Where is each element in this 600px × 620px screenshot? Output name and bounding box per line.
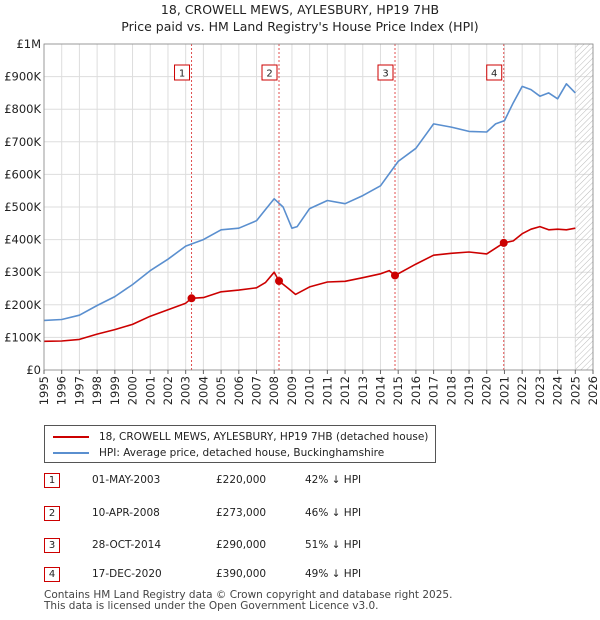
sale-marker-label: 2 <box>266 69 272 80</box>
sale-markers: 1 2 3 4 <box>174 64 508 303</box>
y-tick-label: £700K <box>4 135 41 149</box>
x-tick-label: 2005 <box>214 376 228 405</box>
footer: Contains HM Land Registry data © Crown c… <box>44 590 452 612</box>
sale-point <box>391 271 400 280</box>
sale-marker-label: 1 <box>179 69 185 80</box>
sale-point <box>275 277 284 286</box>
sale-point <box>499 238 508 247</box>
x-tick-label: 2016 <box>409 376 423 405</box>
x-tick-label: 2022 <box>515 376 529 405</box>
sale-date: 28-OCT-2014 <box>92 539 161 551</box>
sale-point <box>187 294 196 303</box>
sale-marker-box <box>377 64 394 81</box>
sale-hpi-diff: 49% ↓ HPI <box>305 568 362 580</box>
x-tick-label: 2021 <box>497 376 511 405</box>
plot-border <box>43 43 594 371</box>
x-tick-label: 2018 <box>444 376 458 405</box>
y-tick-label: £400K <box>4 233 41 247</box>
sale-number: 1 <box>44 473 60 488</box>
y-axis: £0 £100K £200K £300K £400K £500K £600K £700K £80… <box>4 37 41 377</box>
sale-number: 2 <box>44 506 60 521</box>
series <box>44 83 576 343</box>
x-tick-label: 2015 <box>391 376 405 405</box>
y-tick-label: £300K <box>4 265 41 279</box>
x-tick-label: 2003 <box>179 376 193 405</box>
y-tick-label: £0 <box>26 363 41 377</box>
sale-number: 3 <box>44 538 60 553</box>
x-tick-label: 1999 <box>108 376 122 405</box>
y-tick-label: £900K <box>4 70 41 84</box>
sale-row: 1 01-MAY-2003 £220,000 42% ↓ HPI <box>44 473 404 489</box>
chart-subtitle: Price paid vs. HM Land Registry's House … <box>121 19 478 34</box>
x-tick-label: 2019 <box>462 376 476 405</box>
x-tick-label: 2001 <box>143 376 157 405</box>
sale-marker-box <box>261 64 278 81</box>
legend-item-property: 18, CROWELL MEWS, AYLESBURY, HP19 7HB (d… <box>53 429 428 445</box>
sale-date: 17-DEC-2020 <box>92 568 162 580</box>
y-tick-label: £1M <box>16 37 41 51</box>
sale-price: £290,000 <box>216 539 267 551</box>
x-tick-label: 2026 <box>586 376 600 405</box>
footer-copyright: Contains HM Land Registry data © Crown c… <box>44 589 453 601</box>
x-tick-label: 1998 <box>90 376 104 405</box>
x-tick-label: 2000 <box>126 376 140 405</box>
x-tick-label: 2004 <box>196 376 210 405</box>
y-tick-label: £600K <box>4 167 41 181</box>
y-tick-label: £200K <box>4 298 41 312</box>
sale-price: £273,000 <box>216 507 267 519</box>
x-tick-label: 2017 <box>427 376 441 405</box>
chart-title: 18, CROWELL MEWS, AYLESBURY, HP19 7HB <box>161 2 439 17</box>
y-tick-label: £800K <box>4 102 41 116</box>
x-tick-label: 2009 <box>285 376 299 405</box>
sale-date: 10-APR-2008 <box>92 507 160 519</box>
sale-row: 2 10-APR-2008 £273,000 46% ↓ HPI <box>44 506 404 522</box>
legend-label-property: 18, CROWELL MEWS, AYLESBURY, HP19 7HB (d… <box>99 431 429 443</box>
x-tick-label: 2007 <box>250 376 264 405</box>
x-tick-label: 2025 <box>568 376 582 405</box>
sale-hpi-diff: 46% ↓ HPI <box>305 507 362 519</box>
legend-item-hpi: HPI: Average price, detached house, Buck… <box>53 445 384 461</box>
legend-swatch-property <box>53 436 89 438</box>
sale-marker-label: 4 <box>491 69 497 80</box>
sale-marker-label: 3 <box>382 69 388 80</box>
x-tick-label: 1997 <box>72 376 86 405</box>
x-tick-label: 1996 <box>55 376 69 405</box>
sale-price: £220,000 <box>216 474 267 486</box>
y-tick-label: £500K <box>4 200 41 214</box>
sale-number: 4 <box>44 567 60 582</box>
legend-swatch-hpi <box>53 452 89 454</box>
x-tick-label: 2010 <box>303 376 317 405</box>
footer-licence: This data is licensed under the Open Gov… <box>44 600 379 612</box>
sale-marker-box <box>174 64 191 81</box>
x-tick-label: 2024 <box>551 376 565 405</box>
x-tick-label: 2008 <box>267 376 281 405</box>
sale-hpi-diff: 51% ↓ HPI <box>305 539 362 551</box>
legend-label-hpi: HPI: Average price, detached house, Buck… <box>99 447 385 459</box>
series-line <box>44 83 576 322</box>
x-tick-label: 2023 <box>533 376 547 405</box>
x-tick-label: 2014 <box>373 376 387 405</box>
x-tick-label: 2012 <box>338 376 352 405</box>
sale-hpi-diff: 42% ↓ HPI <box>305 474 362 486</box>
sale-price: £390,000 <box>216 568 267 580</box>
x-tick-label: 1995 <box>37 376 51 405</box>
x-tick-label: 2002 <box>161 376 175 405</box>
series-line <box>44 225 576 343</box>
x-tick-label: 2011 <box>320 376 334 405</box>
x-tick-label: 2006 <box>232 376 246 405</box>
x-tick-label: 2013 <box>356 376 370 405</box>
price-chart: 18, CROWELL MEWS, AYLESBURY, HP19 7HB Pr… <box>4 2 600 405</box>
sale-row: 3 28-OCT-2014 £290,000 51% ↓ HPI <box>44 538 404 554</box>
forecast-hatch <box>575 44 593 370</box>
sale-row: 4 17-DEC-2020 £390,000 49% ↓ HPI <box>44 567 404 583</box>
sale-marker-box <box>486 64 503 81</box>
x-tick-label: 2020 <box>480 376 494 405</box>
x-axis: 1995 1996 1997 1998 1999 2000 2001 2002 2003 2004… <box>37 370 600 405</box>
legend: 18, CROWELL MEWS, AYLESBURY, HP19 7HB (d… <box>44 425 436 463</box>
sale-date: 01-MAY-2003 <box>92 474 161 486</box>
y-tick-label: £100K <box>4 330 41 344</box>
